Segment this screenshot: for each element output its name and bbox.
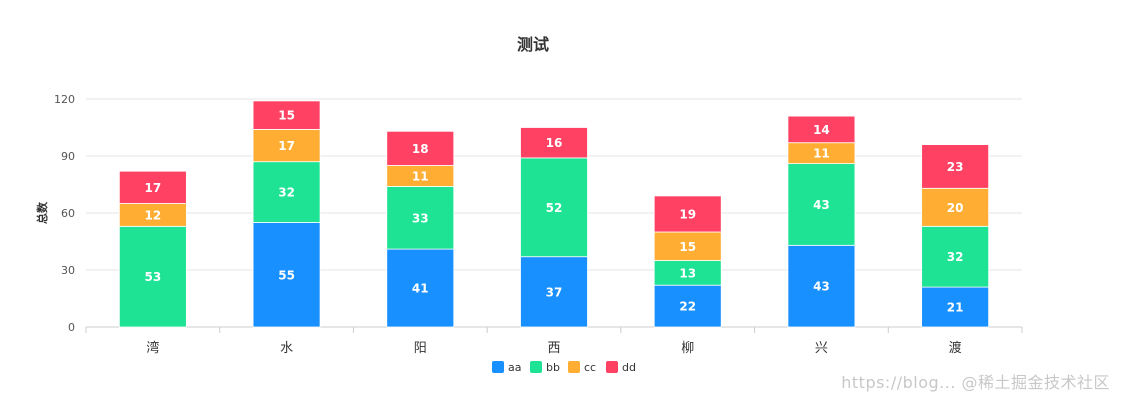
bar-segment-cc [252,128,321,163]
data-label-dd: 14 [813,123,830,137]
bar-segment-bb [653,260,722,286]
data-label-cc: 17 [278,139,295,153]
legend-swatch-bb [530,361,542,373]
bar-segment-cc [921,187,990,227]
bar-segment-dd [787,115,856,144]
bar-segment-aa [520,256,588,328]
data-label-bb: 13 [679,266,696,280]
bar-segment-aa [653,284,722,328]
bar-segment-aa [252,222,321,328]
data-label-cc: 15 [679,240,696,254]
legend-swatch-dd [606,361,618,373]
data-label-dd: 16 [546,136,563,150]
data-label-dd: 18 [412,142,429,156]
x-tick-label: 阳 [414,341,427,356]
watermark: https://blog... @稀土掘金技术社区 [841,373,1110,392]
x-tick-label: 兴 [815,341,828,356]
x-tick-label: 湾 [146,340,159,356]
y-tick-label: 120 [54,93,75,106]
bar-segment-bb [252,161,321,223]
bar-segment-aa [921,286,990,328]
data-label-cc: 11 [412,169,429,183]
data-label-bb: 52 [546,201,563,215]
bar-segment-aa [787,244,856,328]
data-label-dd: 15 [278,109,295,123]
data-label-cc: 20 [947,201,964,215]
data-label-cc: 12 [145,208,162,222]
bar-segment-bb [118,225,187,328]
data-label-aa: 21 [947,301,964,315]
bar-segment-dd [921,144,990,189]
data-label-aa: 43 [813,280,830,294]
legend-label-cc: cc [584,361,596,374]
data-label-bb: 32 [278,186,295,200]
bar-segment-dd [386,130,455,166]
chart-title: 测试 [517,35,549,54]
data-label-bb: 33 [412,211,429,225]
data-label-bb: 32 [947,250,964,264]
data-label-bb: 43 [813,198,830,212]
data-label-dd: 17 [145,181,162,195]
data-label-aa: 37 [546,285,563,299]
legend-swatch-aa [492,361,504,373]
x-tick-label: 柳 [681,341,694,356]
bar-segment-dd [653,195,722,233]
data-label-cc: 11 [813,147,830,161]
legend-label-aa: aa [508,361,521,374]
bar-segment-bb [520,157,588,258]
y-tick-label: 30 [61,264,75,277]
legend-label-bb: bb [546,361,560,374]
bar-segment-bb [386,185,455,250]
bar-segment-dd [252,100,321,130]
bar-segment-aa [386,248,455,328]
x-tick-label: 西 [547,341,560,356]
legend-label-dd: dd [622,361,636,374]
bar-segment-bb [787,163,856,246]
data-label-dd: 23 [947,160,964,174]
y-axis-label: 总数 [35,201,49,224]
y-tick-label: 60 [61,207,75,220]
x-tick-label: 渡 [949,340,962,356]
data-label-bb: 53 [145,270,162,284]
x-tick-label: 水 [280,341,293,356]
bar-segment-bb [921,225,990,288]
data-label-aa: 55 [278,268,295,282]
y-tick-label: 90 [61,150,75,163]
bar-segment-dd [520,127,588,159]
data-label-dd: 19 [679,207,696,221]
legend-swatch-cc [568,361,580,373]
bar-segment-dd [118,170,187,204]
y-tick-label: 0 [68,321,75,334]
data-label-aa: 22 [679,300,696,314]
data-label-aa: 41 [412,282,429,296]
